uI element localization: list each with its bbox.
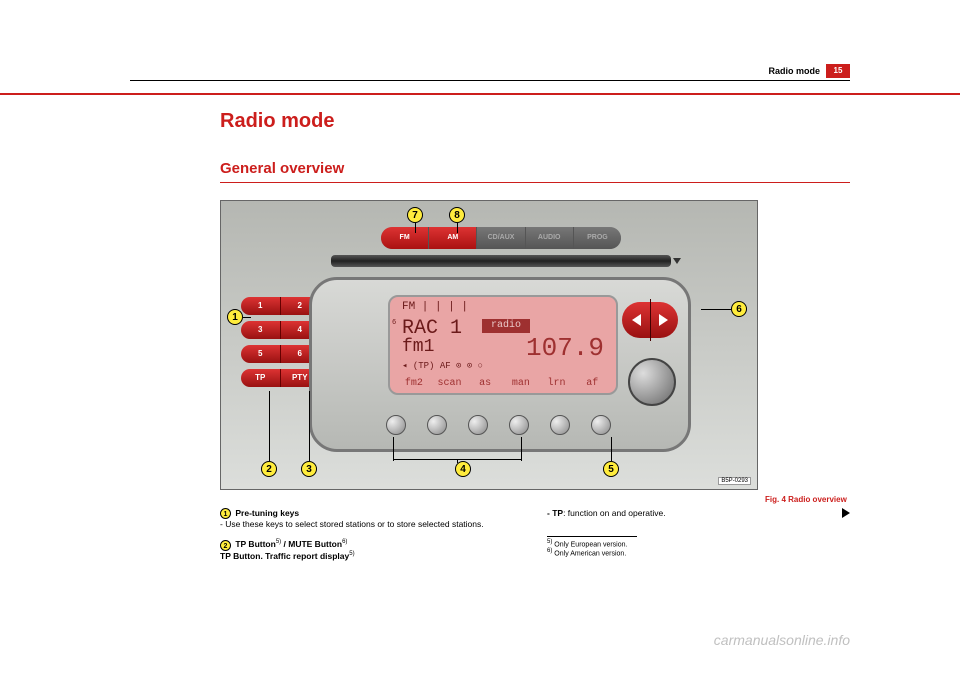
item2-line2: TP Button. Traffic report display — [220, 551, 349, 561]
right-tp-bold: - TP — [547, 508, 563, 518]
callout-1: 1 — [227, 309, 243, 325]
soft-button-4[interactable] — [509, 415, 529, 435]
preset-key-3[interactable]: 3 — [241, 321, 281, 339]
callout-line — [521, 437, 522, 461]
preset-key-5[interactable]: 5 — [241, 345, 281, 363]
tp-key[interactable]: TP — [241, 369, 281, 387]
audio-button[interactable]: AUDIO — [526, 227, 574, 249]
soft-label-fm2: fm2 — [396, 378, 432, 389]
callout-line — [611, 437, 612, 461]
prog-button[interactable]: PROG — [574, 227, 621, 249]
preset-key-block: 1 2 3 4 5 6 TP PTY — [241, 297, 319, 393]
header-section-label: Radio mode — [768, 66, 820, 76]
fm-button[interactable]: FM — [381, 227, 429, 249]
callout-line — [393, 437, 394, 461]
watermark-text: carmanualsonline.info — [714, 632, 850, 648]
page: Radio mode 15 Radio mode General overvie… — [0, 0, 960, 678]
callout-3: 3 — [301, 461, 317, 477]
callout-line — [415, 223, 416, 233]
header-red-rule — [0, 93, 960, 95]
tuning-rocker[interactable] — [622, 302, 678, 338]
footnote-6-num: 6) — [547, 548, 552, 554]
callout-line — [269, 391, 270, 461]
figure-caption: Fig. 4 Radio overview — [765, 495, 847, 504]
footnote-ref-6: 6) — [342, 539, 347, 545]
cdaux-button[interactable]: CD/AUX — [477, 227, 525, 249]
page-header: Radio mode 15 — [130, 70, 850, 84]
soft-button-6[interactable] — [591, 415, 611, 435]
callout-7: 7 — [407, 207, 423, 223]
preset-row-2[interactable]: 3 4 — [241, 321, 319, 339]
page-title: Radio mode — [220, 110, 334, 133]
radio-face: FM | | | | 6 RAC 1 radio fm1 107.9 ◂ (TP… — [309, 277, 691, 452]
footnote-6-text: Only American version. — [554, 551, 626, 558]
callout-line — [309, 391, 310, 461]
page-number-tab: 15 — [826, 64, 850, 78]
soft-label-lrn: lrn — [539, 378, 575, 389]
screen-station: RAC 1 — [402, 319, 462, 339]
preset-row-4[interactable]: TP PTY — [241, 369, 319, 387]
callout-line — [701, 309, 731, 310]
item2-label-a: TP Button — [233, 539, 276, 549]
callout-line — [243, 317, 251, 318]
preset-row-1[interactable]: 1 2 — [241, 297, 319, 315]
cd-slot — [331, 255, 671, 267]
body-col-right: - TP: function on and operative. 5) Only… — [547, 508, 850, 561]
footnote-ref-5b: 5) — [349, 551, 354, 557]
footnote-rule: 5) Only European version. 6) Only Americ… — [547, 536, 637, 558]
callout-4: 4 — [455, 461, 471, 477]
am-button[interactable]: AM — [429, 227, 477, 249]
soft-button-5[interactable] — [550, 415, 570, 435]
item1-text: - Use these keys to select stored statio… — [220, 519, 523, 529]
section-subtitle: General overview — [220, 160, 344, 177]
radio-diagram: B5P-0293 FM AM CD/AUX AUDIO PROG 1 2 3 4… — [220, 200, 758, 490]
header-rule — [130, 80, 850, 81]
soft-label-scan: scan — [432, 378, 468, 389]
callout-8: 8 — [449, 207, 465, 223]
screen-frequency: 107.9 — [526, 333, 604, 363]
soft-label-man: man — [503, 378, 539, 389]
callout-5: 5 — [603, 461, 619, 477]
body-text: 1 Pre-tuning keys - Use these keys to se… — [220, 508, 850, 561]
subtitle-rule — [220, 182, 850, 183]
top-button-bar: FM AM CD/AUX AUDIO PROG — [381, 227, 621, 249]
screen-soft-labels: fm2 scan as man lrn af — [390, 378, 616, 389]
callout-line — [457, 223, 458, 233]
screen-badge: radio — [482, 319, 530, 333]
right-tp-rest: : function on and operative. — [563, 508, 666, 518]
preset-key-1[interactable]: 1 — [241, 297, 281, 315]
screen-icon-row: ◂ (TP) AF ⊙ ⊙ ○ — [402, 361, 483, 371]
callout-6: 6 — [731, 301, 747, 317]
soft-label-af: af — [574, 378, 610, 389]
soft-button-3[interactable] — [468, 415, 488, 435]
preset-row-3[interactable]: 5 6 — [241, 345, 319, 363]
lcd-screen: FM | | | | 6 RAC 1 radio fm1 107.9 ◂ (TP… — [388, 295, 618, 395]
inline-callout-1: 1 — [220, 508, 231, 519]
item1-label: Pre-tuning keys — [233, 508, 299, 518]
screen-signal-num: 6 — [392, 319, 396, 327]
inline-callout-2: 2 — [220, 540, 231, 551]
callout-2: 2 — [261, 461, 277, 477]
item2-label-b: / MUTE Button — [281, 539, 342, 549]
screen-header-row: FM | | | | — [402, 301, 468, 313]
soft-label-as: as — [467, 378, 503, 389]
body-col-left: 1 Pre-tuning keys - Use these keys to se… — [220, 508, 523, 561]
footnote-5-text: Only European version. — [554, 541, 627, 548]
volume-knob[interactable] — [628, 358, 676, 406]
soft-button-2[interactable] — [427, 415, 447, 435]
soft-button-1[interactable] — [386, 415, 406, 435]
continue-arrow-icon — [842, 508, 850, 518]
footnote-5-num: 5) — [547, 539, 552, 545]
figure-ref-code: B5P-0293 — [718, 477, 751, 485]
screen-band: fm1 — [402, 337, 434, 357]
soft-button-row — [386, 415, 611, 435]
